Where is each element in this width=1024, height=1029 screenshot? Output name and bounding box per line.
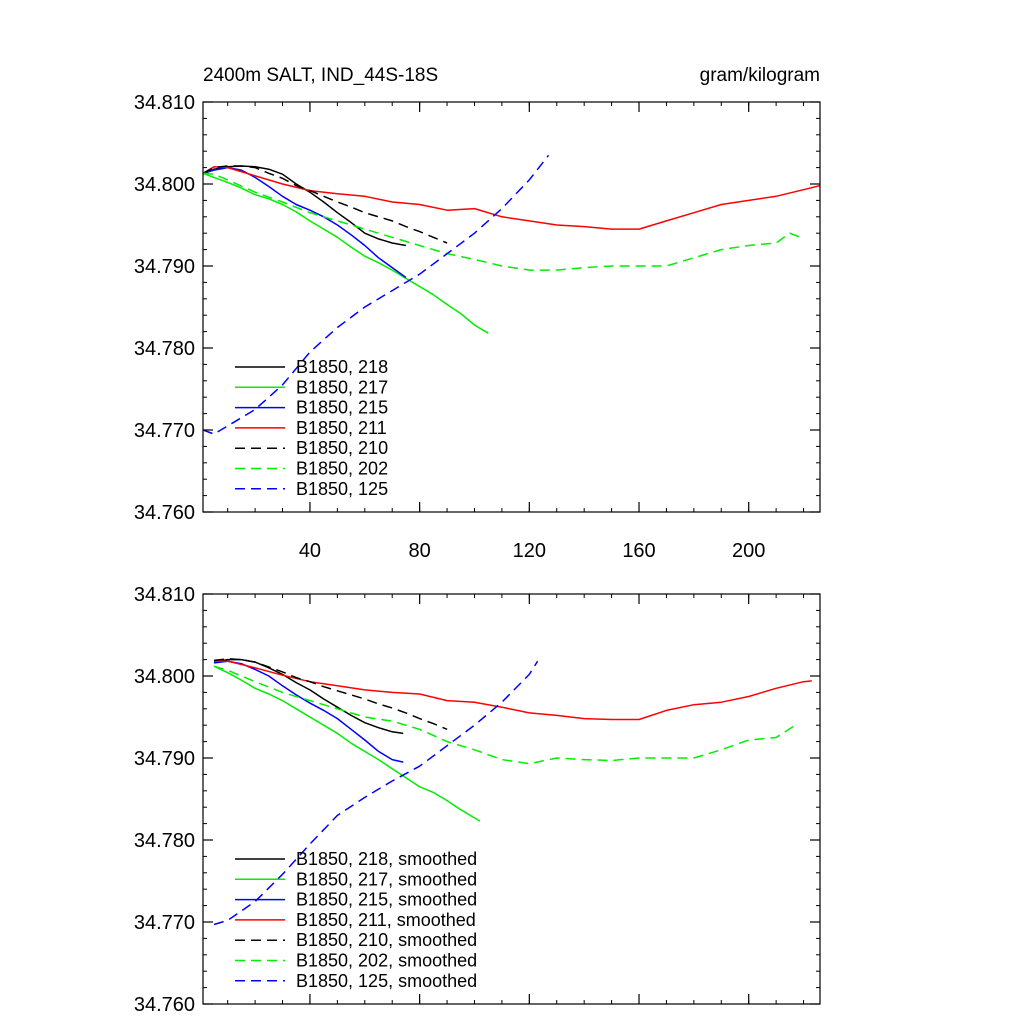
y-tick-label: 34.780 bbox=[134, 830, 195, 852]
x-tick-label: 80 bbox=[409, 540, 431, 562]
legend-label-5: B1850, 210 bbox=[296, 438, 388, 458]
legend-label-1: B1850, 218, smoothed bbox=[296, 849, 477, 869]
series-line-3 bbox=[213, 660, 404, 763]
y-tick-label: 34.790 bbox=[134, 748, 195, 770]
y-tick-label: 34.760 bbox=[134, 502, 195, 524]
legend-label-4: B1850, 211, smoothed bbox=[296, 910, 476, 930]
y-tick-label: 34.770 bbox=[134, 420, 195, 442]
chart-title: 2400m SALT, IND_44S-18S bbox=[203, 65, 438, 86]
y-tick-label: 34.790 bbox=[134, 256, 195, 278]
legend-label-5: B1850, 210, smoothed bbox=[296, 930, 477, 950]
legend-label-4: B1850, 211 bbox=[296, 418, 387, 438]
legend-label-7: B1850, 125 bbox=[296, 479, 388, 499]
legend-label-1: B1850, 218 bbox=[296, 357, 388, 377]
series-line-1 bbox=[213, 658, 404, 735]
y-tick-label: 34.810 bbox=[134, 584, 195, 606]
y-tick-label: 34.800 bbox=[134, 666, 195, 688]
legend-label-7: B1850, 125, smoothed bbox=[296, 971, 477, 991]
chart-units: gram/kilogram bbox=[700, 65, 820, 86]
series-group bbox=[213, 658, 812, 926]
series-group bbox=[203, 154, 820, 435]
series-line-3 bbox=[203, 166, 407, 279]
series-line-4 bbox=[214, 660, 812, 721]
plot-frame bbox=[202, 101, 821, 513]
series-line-7 bbox=[203, 154, 550, 435]
chart-panel-bottom: 34.760 34.770 34.780 34.790 34.800 34.810 B185… bbox=[134, 584, 821, 1016]
legend-label-3: B1850, 215 bbox=[296, 398, 388, 418]
series-line-7 bbox=[213, 660, 539, 926]
series-line-2 bbox=[213, 665, 481, 822]
legend-label-3: B1850, 215, smoothed bbox=[296, 890, 477, 910]
x-tick-label: 120 bbox=[513, 540, 546, 562]
series-line-5 bbox=[203, 165, 448, 244]
series-line-5 bbox=[213, 658, 448, 730]
legend-label-6: B1850, 202 bbox=[296, 459, 388, 479]
plot-frame bbox=[202, 593, 821, 1005]
legend-label-2: B1850, 217 bbox=[296, 377, 388, 397]
y-tick-label: 34.810 bbox=[134, 92, 195, 114]
y-tick-label: 34.770 bbox=[134, 912, 195, 934]
y-tick-label: 34.760 bbox=[134, 994, 195, 1016]
series-line-6 bbox=[213, 665, 796, 765]
series-line-2 bbox=[203, 172, 489, 334]
series-line-1 bbox=[203, 165, 407, 247]
x-tick-label: 160 bbox=[622, 540, 655, 562]
chart-panel-top: 2400m SALT, IND_44S-18S gram/kilogram 34… bbox=[134, 65, 821, 562]
legend-label-6: B1850, 202, smoothed bbox=[296, 951, 477, 971]
series-line-4 bbox=[203, 166, 820, 230]
series-line-6 bbox=[203, 172, 802, 271]
x-tick-label: 200 bbox=[732, 540, 765, 562]
y-tick-label: 34.780 bbox=[134, 338, 195, 360]
y-tick-label: 34.800 bbox=[134, 174, 195, 196]
x-tick-label: 40 bbox=[299, 540, 321, 562]
legend-label-2: B1850, 217, smoothed bbox=[296, 869, 477, 889]
